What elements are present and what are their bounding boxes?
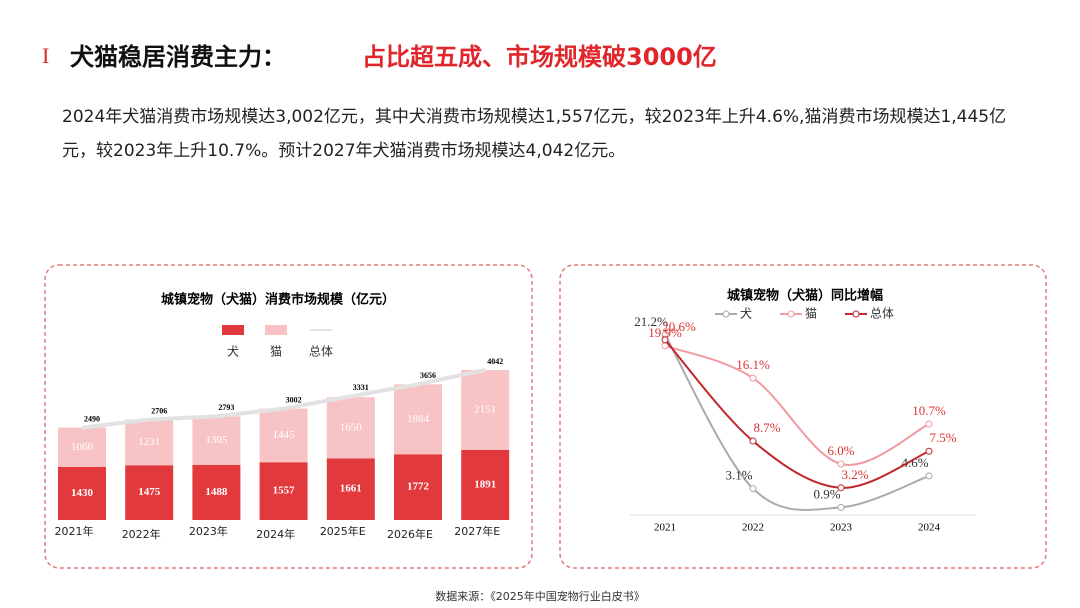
value-label: 21.2% xyxy=(634,314,668,329)
bar xyxy=(461,370,510,450)
value-label: 20.6% xyxy=(662,319,696,334)
title-highlight: 占比超五成、市场规模破3000亿 xyxy=(362,43,717,71)
value-label: 4.6% xyxy=(901,455,928,470)
bar xyxy=(125,419,174,466)
legend-swatch xyxy=(222,325,244,335)
bar xyxy=(192,416,241,465)
x-tick-label: 2023年 xyxy=(189,524,228,538)
value-label: 19.9% xyxy=(648,325,682,340)
x-tick-label: 2022 xyxy=(742,522,764,534)
point xyxy=(749,437,757,445)
legend-dot xyxy=(722,310,730,318)
point xyxy=(925,420,933,428)
total-line xyxy=(81,368,486,430)
point xyxy=(837,460,845,468)
value-label: 1430 xyxy=(71,487,94,499)
value-label: 1891 xyxy=(474,478,496,490)
bar xyxy=(58,466,106,520)
legend-dot xyxy=(787,310,795,318)
series-line xyxy=(664,344,930,466)
legend-label: 总体 xyxy=(309,345,333,359)
value-label: 1884 xyxy=(407,413,430,425)
value-label: 16.1% xyxy=(736,357,770,372)
source: 数据来源：《2025年中国宠物行业白皮书》 xyxy=(435,589,645,603)
value-label: 7.5% xyxy=(929,430,956,445)
legend-swatch xyxy=(265,325,287,335)
x-tick-label: 2027年E xyxy=(454,524,500,538)
series-line xyxy=(664,339,930,489)
x-tick-label: 2021年 xyxy=(55,524,94,538)
legend-label: 犬 xyxy=(227,345,239,359)
bar xyxy=(259,462,308,520)
total-label: 2706 xyxy=(151,406,167,415)
value-label: 1650 xyxy=(340,421,363,433)
bar xyxy=(326,397,375,459)
bar xyxy=(394,454,442,520)
value-label: 1488 xyxy=(205,486,228,498)
point xyxy=(837,503,845,511)
chart-title: 城镇宠物（犬猫）消费市场规模（亿元） xyxy=(161,292,395,308)
legend-label: 猫 xyxy=(270,345,282,359)
bar xyxy=(461,449,510,520)
value-label: 1475 xyxy=(138,486,161,498)
x-tick-label: 2024年 xyxy=(256,527,295,541)
value-label: 6.0% xyxy=(827,443,854,458)
chart-title: 城镇宠物（犬猫）同比增幅 xyxy=(727,288,883,304)
series-line xyxy=(664,334,930,511)
value-label: 1661 xyxy=(340,483,362,495)
bar xyxy=(192,464,241,520)
legend-label: 猫 xyxy=(805,307,817,321)
x-tick-label: 2021 xyxy=(654,522,676,534)
panel xyxy=(559,264,1047,569)
x-tick-label: 2022年 xyxy=(122,527,161,541)
value-label: 1305 xyxy=(205,434,228,446)
point xyxy=(749,374,757,382)
value-label: 1445 xyxy=(273,429,296,441)
value-label: 1060 xyxy=(71,441,94,453)
summary: 2024年犬猫消费市场规模达3,002亿元，其中犬消费市场规模达1,557亿元，… xyxy=(62,107,1007,161)
value-label: 1772 xyxy=(407,481,430,493)
total-label: 3331 xyxy=(353,383,369,392)
point xyxy=(837,484,845,492)
title: 犬猫稳居消费主力： xyxy=(70,43,286,71)
point xyxy=(661,336,669,344)
legend-label: 总体 xyxy=(870,307,894,321)
x-tick-label: 2024 xyxy=(918,522,941,534)
value-label: 8.7% xyxy=(753,420,780,435)
value-label: 0.9% xyxy=(813,486,840,501)
total-label: 2490 xyxy=(84,414,100,423)
value-label: 3.2% xyxy=(841,467,868,482)
panel xyxy=(44,264,533,569)
x-tick-label: 2025年E xyxy=(320,524,366,538)
value-label: 1231 xyxy=(138,436,160,448)
total-label: 2793 xyxy=(218,403,234,412)
bar xyxy=(58,427,106,467)
total-label: 3656 xyxy=(420,371,436,380)
legend-label: 犬 xyxy=(740,307,752,321)
value-label: 3.1% xyxy=(725,468,752,483)
value-label: 2151 xyxy=(474,403,496,415)
value-label: 1557 xyxy=(273,485,296,497)
point xyxy=(925,447,933,455)
total-label: 4042 xyxy=(487,357,503,366)
x-tick-label: 2023 xyxy=(830,522,853,534)
bar xyxy=(326,458,375,520)
legend-dot xyxy=(852,310,860,318)
total-label: 3002 xyxy=(286,395,302,404)
bar xyxy=(394,384,442,455)
x-tick-label: 2026年E xyxy=(387,527,433,541)
bar xyxy=(125,465,174,520)
point xyxy=(925,472,933,480)
bar xyxy=(259,408,308,463)
point xyxy=(749,485,757,493)
value-label: 10.7% xyxy=(912,403,946,418)
marker: I xyxy=(42,43,49,68)
